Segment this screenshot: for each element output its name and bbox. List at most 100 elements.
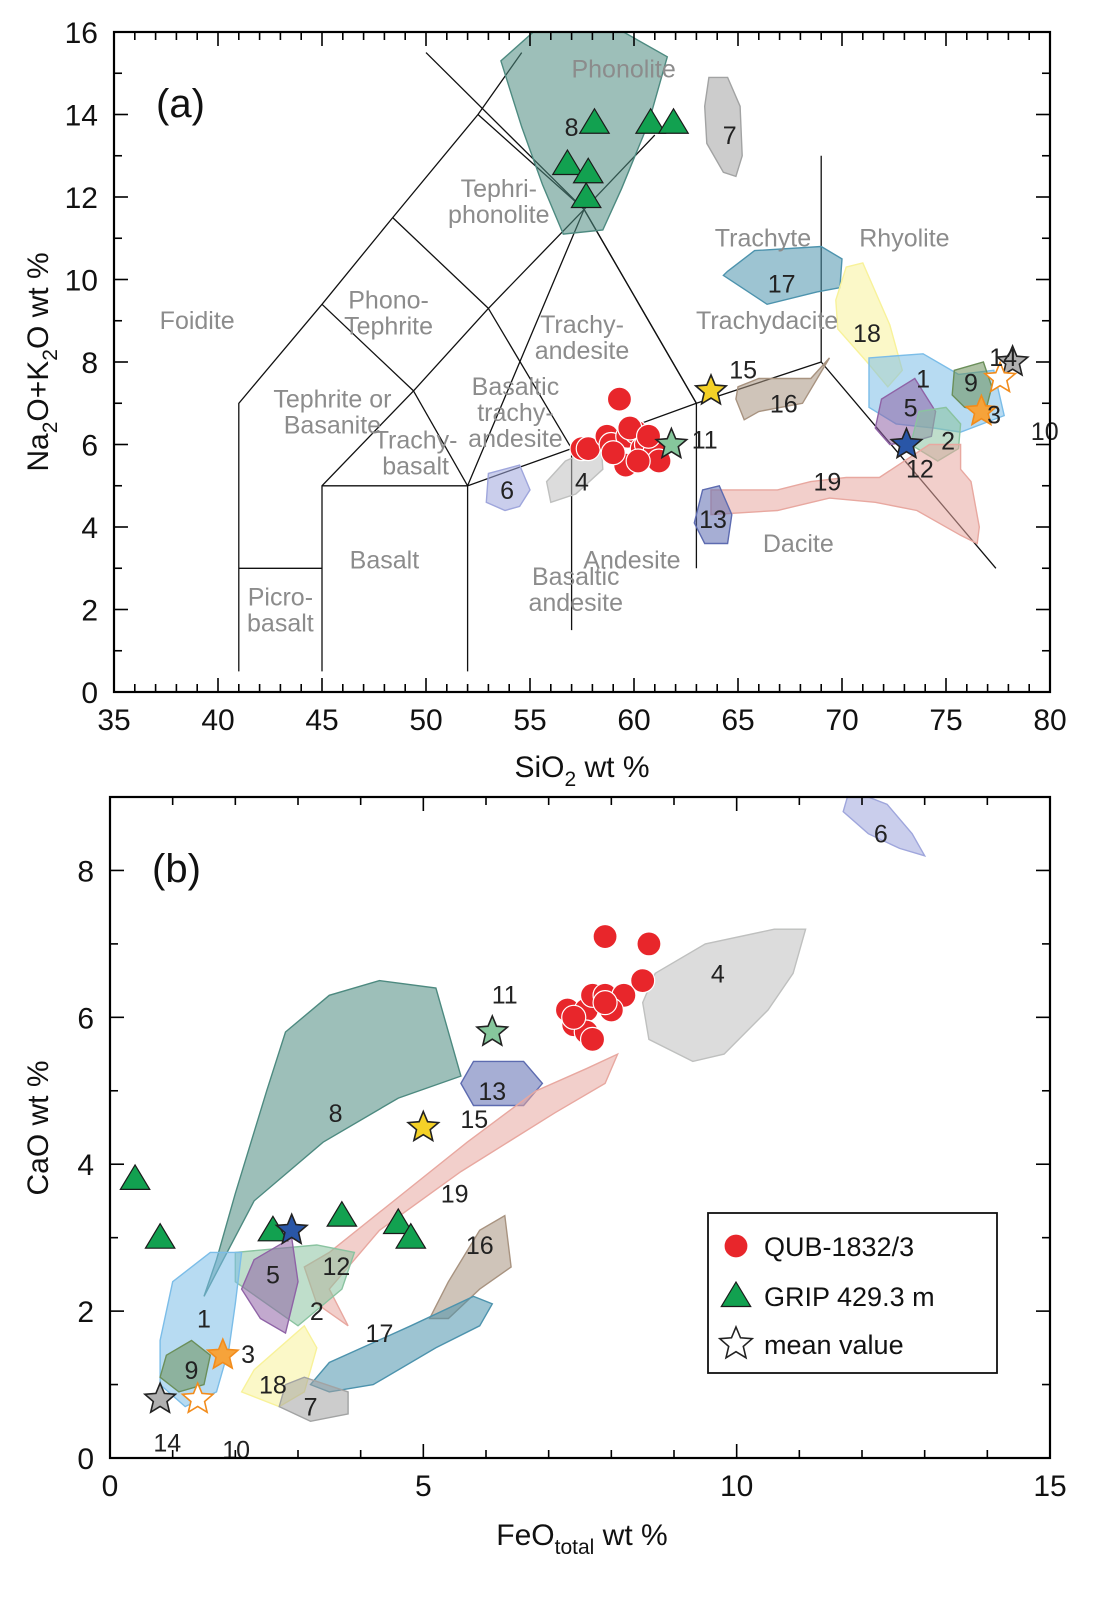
tas-boundary-line xyxy=(487,308,573,449)
x-title-main: FeO xyxy=(496,1519,554,1552)
region-label-17: 17 xyxy=(768,271,796,299)
region-16 xyxy=(735,357,831,421)
field-label: Foidite xyxy=(160,307,235,335)
grip-sample-point xyxy=(382,1207,415,1235)
grip-sample-point xyxy=(119,1163,151,1191)
field-label: Trachydacite xyxy=(696,307,838,335)
plot-area: FoiditePhonoliteTephri-phonolitePhono-Te… xyxy=(160,32,1030,672)
x-tick-label: 70 xyxy=(825,704,858,737)
y-tick-label: 0 xyxy=(81,677,98,710)
field-label: Phono- xyxy=(348,286,429,314)
field-label: basalt xyxy=(382,453,449,481)
x-tick-label: 0 xyxy=(102,1470,119,1503)
region-label-8: 8 xyxy=(565,114,579,142)
region-label-18: 18 xyxy=(853,320,881,348)
region-4 xyxy=(641,928,807,1063)
qub-sample-point xyxy=(630,968,656,994)
qub-sample-point xyxy=(635,423,662,449)
tas-boundary-line xyxy=(321,303,414,392)
region-label-16: 16 xyxy=(770,390,798,418)
field-label: Phonolite xyxy=(571,55,675,83)
region-label-6: 6 xyxy=(500,477,514,505)
mean-star-label-12: 12 xyxy=(906,455,934,483)
qub-sample-point xyxy=(636,931,662,957)
mean-star-15 xyxy=(406,1109,441,1143)
grip-sample-point xyxy=(634,107,667,134)
field-label: Trachyte xyxy=(715,225,811,253)
field-label: Tephrite or xyxy=(273,385,391,413)
field-label: phonolite xyxy=(448,201,549,229)
mean-star-14 xyxy=(142,1381,178,1414)
region-label-5: 5 xyxy=(904,394,918,422)
legend-box xyxy=(707,1212,998,1374)
legend-label: mean value xyxy=(764,1330,904,1360)
x-tick-label: 75 xyxy=(929,704,962,737)
y-tick-label: 10 xyxy=(65,265,98,298)
x-title-tail: wt % xyxy=(576,751,649,784)
x-tick-label: 5 xyxy=(415,1470,432,1503)
x-axis-title: SiO2 wt % xyxy=(514,751,649,791)
field-label: Basaltic xyxy=(532,563,620,591)
grip-sample-point xyxy=(572,157,604,184)
mean-star-3 xyxy=(964,393,999,427)
region-label-9: 9 xyxy=(964,370,978,398)
region-label-17: 17 xyxy=(366,1320,394,1348)
mean-star-label-10: 10 xyxy=(1031,418,1059,446)
field-label: trachy- xyxy=(477,399,553,427)
region-7 xyxy=(278,1376,349,1423)
qub-sample-point xyxy=(579,1026,606,1052)
y-title-sub: 2 xyxy=(39,349,62,361)
qub-sample-point xyxy=(606,386,633,412)
x-title-sub: 2 xyxy=(564,768,576,791)
y-tick-label: 6 xyxy=(81,430,98,463)
field-label: andesite xyxy=(468,425,563,453)
y-tick-label: 2 xyxy=(77,1296,94,1329)
tas-boundary-line xyxy=(238,52,523,672)
region-label-5: 5 xyxy=(266,1261,280,1289)
legend-label: GRIP 429.3 m xyxy=(764,1282,935,1312)
region-label-13: 13 xyxy=(699,506,727,534)
y-tick-label: 0 xyxy=(77,1443,94,1476)
y-tick-label: 6 xyxy=(77,1002,94,1035)
region-label-1: 1 xyxy=(916,366,930,394)
mean-star-label-10: 10 xyxy=(222,1437,250,1465)
region-7 xyxy=(703,76,743,178)
x-tick-label: 40 xyxy=(201,704,234,737)
y-title-part: Na xyxy=(22,433,55,472)
qub-sample-point xyxy=(592,923,618,950)
region-label-19: 19 xyxy=(441,1181,469,1209)
region-label-19: 19 xyxy=(814,469,842,497)
tas-boundary-line xyxy=(412,390,469,487)
y-tick-label: 12 xyxy=(65,182,98,215)
panel-tag: (b) xyxy=(152,847,201,891)
grip-sample-point xyxy=(578,107,611,134)
legend-marker-circle xyxy=(723,1233,749,1259)
field-label: Basalt xyxy=(350,546,420,574)
mean-star-3 xyxy=(205,1337,240,1370)
region-label-9: 9 xyxy=(185,1357,199,1385)
y-tick-label: 2 xyxy=(81,595,98,628)
region-6 xyxy=(485,464,531,512)
region-label-8: 8 xyxy=(329,1100,343,1128)
grip-sample-point xyxy=(395,1222,427,1249)
y-tick-label: 4 xyxy=(77,1149,94,1182)
y-axis-title: Na2O+K2O wt % xyxy=(22,252,62,471)
x-title-sub: total xyxy=(555,1536,595,1559)
panel-a-tas-diagram: FoiditePhonoliteTephri-phonolitePhono-Te… xyxy=(22,17,1067,791)
field-label: basalt xyxy=(247,609,314,637)
x-tick-label: 65 xyxy=(721,704,754,737)
field-label: andesite xyxy=(535,337,630,365)
y-tick-label: 4 xyxy=(81,512,98,545)
field-label: Trachy- xyxy=(540,311,624,339)
qub-sample-point xyxy=(600,440,626,466)
mean-star-15 xyxy=(693,372,729,406)
qub-sample-point xyxy=(592,990,618,1016)
region-19 xyxy=(303,1052,619,1327)
field-label: Trachy- xyxy=(374,427,458,455)
mean-star-12 xyxy=(889,426,924,460)
region-9 xyxy=(159,1339,212,1393)
mean-star-label-15: 15 xyxy=(460,1106,488,1134)
x-tick-label: 80 xyxy=(1033,704,1066,737)
